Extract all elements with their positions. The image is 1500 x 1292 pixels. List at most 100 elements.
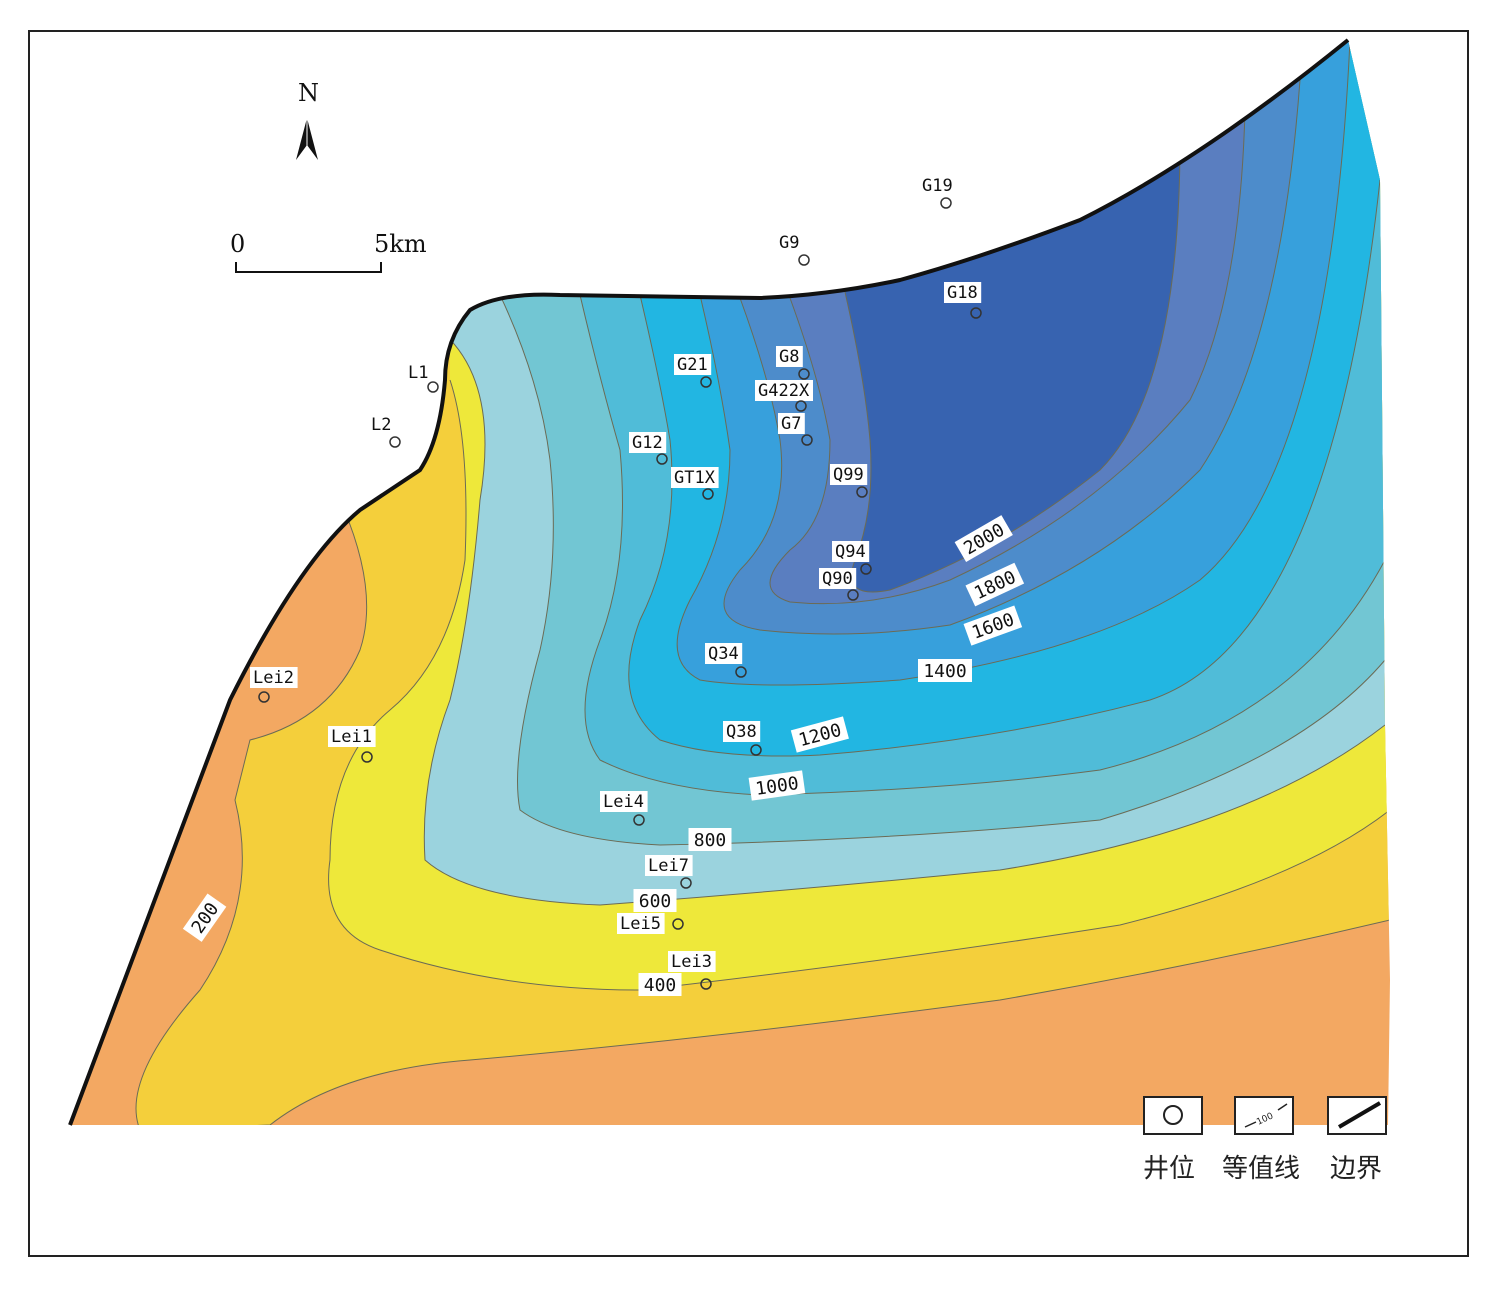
well-label-box	[600, 791, 648, 812]
contour-label-box	[918, 659, 972, 682]
well-marker-icon	[735, 666, 747, 678]
map-frame	[28, 30, 1469, 1257]
well-g21: G21	[674, 354, 712, 388]
well-g12: G12	[629, 432, 668, 465]
well-label: Q99	[833, 465, 864, 485]
well-lei3: Lei3	[668, 951, 716, 990]
contour-lines	[135, 40, 1390, 1125]
well-lei1: Lei1	[328, 726, 376, 763]
wells-layer: G19 G9 G18 G21 G8 G422X G7 L1 L2 G12 GT1X Q99 Q94 Q90…	[250, 176, 982, 990]
well-marker-icon	[389, 436, 401, 448]
well-label: Lei5	[620, 914, 661, 934]
well-marker-icon	[847, 589, 859, 601]
well-label: G21	[677, 355, 708, 375]
well-q99: Q99	[830, 464, 868, 498]
well-label: L2	[371, 415, 391, 435]
well-label: Lei3	[671, 952, 712, 972]
contour-label-box	[688, 828, 732, 851]
scale-end: 5km	[374, 230, 427, 258]
legend-contour-label: 等值线	[1222, 1154, 1300, 1184]
contour-label-1400: 1400	[918, 659, 972, 682]
well-label-box	[645, 855, 693, 876]
well-marker-icon	[856, 486, 868, 498]
well-label: G18	[947, 283, 978, 303]
well-label: Lei2	[253, 668, 294, 688]
well-label: L1	[408, 363, 428, 383]
well-label: Q94	[835, 542, 866, 562]
well-l2: L2	[371, 415, 401, 448]
boundary-line	[68, 38, 1350, 1126]
well-label-box	[830, 464, 868, 485]
well-marker-icon	[860, 563, 872, 575]
contour-label-400: 400	[638, 973, 682, 996]
well-symbol-icon	[1163, 1105, 1183, 1125]
well-g8: G8	[776, 346, 810, 380]
well-marker-icon	[798, 368, 810, 380]
well-l1: L1	[408, 363, 439, 393]
well-label: Lei7	[648, 856, 689, 876]
well-label-box	[629, 432, 667, 453]
well-marker-icon	[702, 488, 714, 500]
well-marker-icon	[672, 918, 684, 930]
well-marker-icon	[361, 751, 373, 763]
legend-contour-box	[1234, 1096, 1294, 1135]
well-label: G422X	[758, 381, 810, 401]
well-lei5: Lei5	[617, 913, 684, 934]
well-label-box	[778, 413, 805, 434]
well-label: G9	[779, 233, 799, 253]
well-label-box	[705, 643, 743, 664]
well-g7: G7	[778, 413, 813, 446]
well-gt1x: GT1X	[671, 467, 719, 500]
well-marker-icon	[656, 453, 668, 465]
well-label-box	[832, 541, 870, 562]
well-lei4: Lei4	[600, 791, 648, 826]
well-label: Q38	[726, 722, 757, 742]
well-label: GT1X	[674, 468, 716, 488]
well-label: Lei1	[331, 727, 372, 747]
well-marker-icon	[750, 744, 762, 756]
contour-label-text: 600	[639, 891, 672, 912]
contour-label-box	[633, 889, 677, 912]
well-label-box	[674, 354, 712, 375]
well-marker-icon	[258, 691, 270, 703]
well-marker-icon	[940, 197, 952, 209]
well-marker-icon	[427, 381, 439, 393]
well-marker-icon	[798, 254, 810, 266]
contour-label-box	[638, 973, 682, 996]
contour-label-800: 800	[688, 828, 732, 851]
well-g18: G18	[944, 282, 982, 319]
north-label: N	[298, 79, 319, 107]
well-label: G19	[922, 176, 953, 196]
boundary-line-icon	[1337, 1101, 1382, 1129]
well-marker-icon	[700, 978, 712, 990]
contour-label-text: 1400	[923, 661, 966, 682]
well-label-box	[723, 721, 761, 742]
well-marker-icon	[795, 400, 807, 412]
well-q38: Q38	[723, 721, 762, 756]
contour-label-box	[790, 716, 849, 753]
well-g9: G9	[779, 233, 810, 266]
well-marker-icon	[700, 376, 712, 388]
well-label: Q34	[708, 644, 739, 664]
legend-well-box	[1143, 1096, 1203, 1135]
north-arrow: N	[296, 79, 319, 160]
contour-label-box	[965, 562, 1025, 607]
well-label: G7	[781, 414, 801, 434]
well-label-box	[776, 346, 803, 367]
well-label-box	[668, 951, 716, 972]
well-label-box	[671, 467, 719, 488]
well-lei7: Lei7	[645, 855, 693, 889]
well-marker-icon	[970, 307, 982, 319]
legend-boundary-label: 边界	[1330, 1154, 1382, 1184]
well-marker-icon	[680, 877, 692, 889]
well-label: G8	[779, 347, 799, 367]
contour-label-box	[748, 770, 806, 801]
contour-label-600: 600	[633, 889, 677, 912]
well-label: Lei4	[603, 792, 644, 812]
scale-start: 0	[230, 230, 245, 258]
scale-bar: 0 5km	[230, 230, 427, 273]
well-label-box	[944, 282, 982, 303]
well-label-box	[819, 568, 857, 589]
